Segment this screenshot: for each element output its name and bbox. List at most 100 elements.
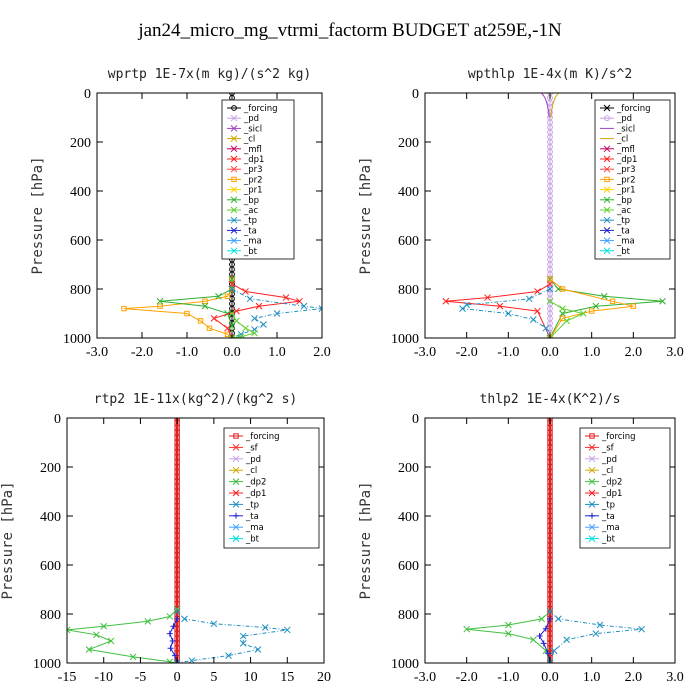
y-tick-label: 0 [84,87,91,102]
data-point-dp2 [129,653,137,661]
data-point-dp1 [546,280,554,288]
legend-marker [588,501,596,508]
x-tick-label: 2.0 [625,670,643,685]
data-point-tp [228,285,236,293]
legend-marker [603,155,611,163]
legend-entry: _ac [616,206,631,216]
x-tick-label: 1.0 [583,670,601,685]
legend-marker [231,105,237,111]
y-tick-label: 600 [40,559,61,574]
y-tick-label: 800 [398,608,419,623]
data-point-forcing [174,645,180,652]
data-point-forcing [174,557,180,563]
data-point-dp2 [85,646,93,653]
x-tick-label: 3.0 [666,345,684,360]
data-point-tp [550,647,558,655]
chart-title: wprtp 1E-7x(m kg)/(s^2 kg) [108,67,312,82]
y-tick-label: 600 [398,234,419,249]
data-point-ac [546,334,554,338]
legend-entry: _pd [616,114,632,124]
legend-entry: _tp [616,216,630,226]
data-point-forcing [174,581,180,588]
data-point-forcing [174,434,180,441]
data-point-tp [318,305,322,312]
legend-box [223,427,320,549]
legend-entry: _ma [601,523,620,533]
legend-marker [230,247,238,255]
data-point-dp2 [463,625,471,633]
series-line-pr2 [123,279,233,338]
x-tick-label: 1.0 [583,345,601,360]
x-tick-label: 20 [317,670,331,685]
y-tick-label: 1000 [391,657,419,672]
data-point-forcing [547,532,553,539]
legend-entry: _pr3 [243,165,263,175]
data-point-pr2 [547,276,553,282]
data-point-forcing [547,630,553,637]
data-point-forcing [174,425,180,431]
series-line-sicl [541,93,550,118]
series-line-bp [159,279,233,338]
legend-entry: _forcing [616,104,651,114]
data-point-tp [546,285,554,293]
y-tick-label: 1000 [33,657,61,672]
y-tick-label: 200 [40,461,61,476]
series-line-dp1 [445,283,551,338]
data-point-tp [210,620,218,628]
data-point-forcing [547,434,553,441]
data-point-forcing [174,483,180,490]
legend-marker [603,216,611,224]
legend-entry: _pr2 [616,175,636,185]
data-point-dp2 [166,613,174,620]
data-point-dp1 [233,307,240,315]
data-point-pr2 [609,298,616,304]
data-point-forcing [174,542,180,549]
data-point-pr2 [588,308,595,314]
series-group [67,418,291,663]
legend-entry: _forcing [245,432,280,442]
legend-entry: _dp1 [616,155,637,165]
legend-marker [588,489,596,497]
legend-marker [230,114,238,122]
legend-box [579,427,671,549]
legend-marker [230,145,238,153]
x-tick-label: -1.0 [497,345,519,360]
legend-entry: _ta [243,226,257,236]
legend-marker [603,196,611,204]
legend-entry: _forcing [243,104,278,114]
x-tick-label: 5 [210,670,217,685]
plot-frame [96,92,323,339]
data-point-forcing [547,508,553,514]
legend-entry: _mfl [616,145,635,155]
legend-marker [233,433,239,439]
data-point-ac [228,310,236,317]
data-point-forcing [174,532,180,539]
data-point-pr2 [630,303,637,309]
data-point-pr2 [202,298,208,304]
legend-marker [230,125,238,132]
data-point-tp [173,659,181,663]
y-tick-label: 0 [412,412,419,427]
data-point-tp [554,615,562,623]
data-point-dp1 [282,294,290,301]
legend-marker [603,247,611,255]
data-point-bp [156,297,164,305]
legend-entry: _bt [601,535,616,545]
y-tick-label: 400 [70,185,91,200]
legend-entry: _pr3 [616,165,636,175]
data-point-dp2 [93,631,100,639]
data-point-forcing [174,567,180,573]
y-tick-label: 400 [398,510,419,525]
data-point-dp1 [224,324,231,332]
y-tick-label: 400 [40,510,61,525]
data-point-ac [237,333,245,338]
data-point-ta [542,625,549,632]
chart-title: wpthlp 1E-4x(m K)/s^2 [468,67,632,82]
data-point-ta [174,615,181,622]
data-point-tp [546,608,554,615]
series-line-ac [549,300,585,338]
legend-marker [230,237,238,244]
data-point-bp [559,310,566,317]
data-point-dp2 [504,621,512,629]
legend-marker [603,227,611,234]
